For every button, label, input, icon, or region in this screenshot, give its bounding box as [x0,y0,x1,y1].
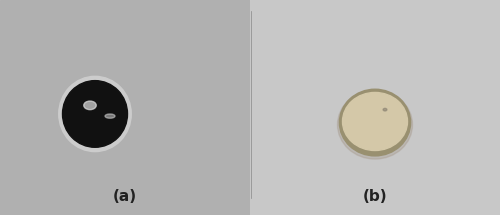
Text: (a): (a) [113,189,137,204]
Ellipse shape [342,92,407,150]
Ellipse shape [340,89,410,156]
Ellipse shape [383,108,387,111]
Ellipse shape [62,81,128,147]
Ellipse shape [59,76,131,152]
Ellipse shape [338,90,412,159]
Ellipse shape [105,114,115,118]
Text: (b): (b) [362,189,388,204]
Ellipse shape [84,101,96,110]
